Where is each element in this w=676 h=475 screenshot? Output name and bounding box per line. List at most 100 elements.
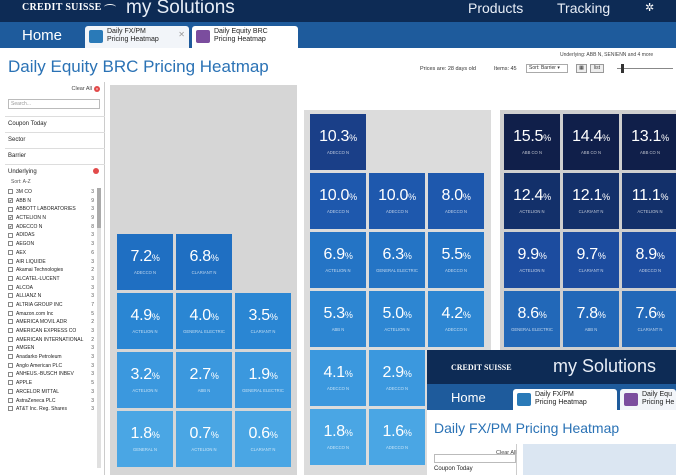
checkbox-icon[interactable] — [8, 336, 13, 342]
underlying-item[interactable]: ALCATEL-LUCENT 3 — [8, 275, 94, 284]
zoom-slider-track[interactable] — [617, 68, 673, 69]
checkbox-icon[interactable] — [8, 406, 13, 412]
underlying-item[interactable]: APPLE 5 — [8, 379, 94, 388]
underlying-item[interactable]: Amazon.com Inc 5 — [8, 310, 94, 319]
underlying-item[interactable]: AMGEN 3 — [8, 344, 94, 353]
clear-all-button[interactable]: Clear All x — [71, 86, 100, 92]
underlying-item[interactable]: AEGON 3 — [8, 240, 94, 249]
checkbox-icon[interactable] — [8, 293, 13, 299]
checkbox-icon[interactable] — [8, 345, 13, 351]
underlying-item[interactable]: AT&T Inc. Reg. Shares 3 — [8, 405, 94, 414]
heatmap-tile[interactable]: 8.6% GENERAL ELECTRIC — [504, 291, 560, 347]
checkbox-checked-icon[interactable]: ✔ — [8, 197, 13, 203]
underlying-item[interactable]: ALCOA 3 — [8, 284, 94, 293]
settings-gear-icon[interactable]: ✲ — [645, 2, 655, 14]
checkbox-checked-icon[interactable]: ✔ — [8, 223, 13, 229]
checkbox-icon[interactable] — [8, 319, 13, 325]
checkbox-icon[interactable] — [8, 388, 13, 394]
checkbox-icon[interactable] — [8, 206, 13, 212]
underlying-item[interactable]: AIR LIQUIDE 3 — [8, 258, 94, 267]
underlying-item[interactable]: ADIDAS 3 — [8, 231, 94, 240]
overlay-tab-equity[interactable]: Daily Equ Pricing He — [620, 389, 676, 410]
underlying-item[interactable]: AMERICAN EXPRESS CO 3 — [8, 327, 94, 336]
checkbox-icon[interactable] — [8, 232, 13, 238]
heatmap-tile[interactable]: 12.4% ACTELION N — [504, 173, 560, 229]
heatmap-tile[interactable]: 7.2% ADECCO N — [117, 234, 173, 290]
checkbox-icon[interactable] — [8, 241, 13, 247]
underlying-item[interactable]: AstraZeneca PLC 3 — [8, 397, 94, 406]
checkbox-icon[interactable] — [8, 267, 13, 273]
heatmap-tile[interactable]: 7.8% ABB N — [563, 291, 619, 347]
heatmap-tile[interactable]: 0.6% CLARIANT N — [235, 411, 291, 467]
heatmap-tile[interactable]: 0.7% ACTELION N — [176, 411, 232, 467]
heatmap-tile[interactable]: 5.0% ACTELION N — [369, 291, 425, 347]
heatmap-tile[interactable]: 10.3% ADECCO N — [310, 114, 366, 170]
underlying-item[interactable]: ARCELOR MITTAL 3 — [8, 388, 94, 397]
tab-equity-brc-heatmap[interactable]: Daily Equity BRC Pricing Heatmap — [192, 26, 298, 48]
checkbox-icon[interactable] — [8, 328, 13, 334]
heatmap-tile[interactable]: 3.2% ACTELION N — [117, 352, 173, 408]
heatmap-tile[interactable]: 10.0% ADECCO N — [310, 173, 366, 229]
checkbox-icon[interactable] — [8, 249, 13, 255]
list-scrollbar[interactable] — [97, 188, 101, 468]
underlying-item[interactable]: ALTRIA GROUP INC 7 — [8, 301, 94, 310]
checkbox-icon[interactable] — [8, 354, 13, 360]
heatmap-tile[interactable]: 5.5% ADECCO N — [428, 232, 484, 288]
underlying-item[interactable]: ALLIANZ N 3 — [8, 292, 94, 301]
heatmap-tile[interactable]: 1.9% GENERAL ELECTRIC — [235, 352, 291, 408]
close-icon[interactable] — [93, 168, 99, 174]
list-scrollbar-thumb[interactable] — [97, 188, 101, 228]
heatmap-tile[interactable]: 6.8% CLARIANT N — [176, 234, 232, 290]
overlay-search-input[interactable] — [434, 454, 516, 463]
checkbox-icon[interactable] — [8, 302, 13, 308]
nav-tracking[interactable]: Tracking — [557, 0, 611, 16]
heatmap-tile[interactable]: 12.1% CLARIANT N — [563, 173, 619, 229]
checkbox-icon[interactable] — [8, 310, 13, 316]
filter-sector[interactable]: Sector — [5, 132, 105, 146]
underlying-item[interactable]: ✔ ABB N 9 — [8, 197, 94, 206]
overlay-clear-all[interactable]: Clear All — [496, 450, 517, 456]
filter-underlying[interactable]: Underlying — [5, 164, 105, 178]
heatmap-tile[interactable]: 13.1% ABB CO N — [622, 114, 676, 170]
search-input[interactable]: Search... — [8, 99, 100, 109]
underlying-item[interactable]: ANHEUS.-BUSCH INBEV 3 — [8, 370, 94, 379]
heatmap-tile[interactable]: 8.9% ADECCO N — [622, 232, 676, 288]
checkbox-icon[interactable] — [8, 380, 13, 386]
overlay-home-link[interactable]: Home — [451, 390, 486, 405]
heatmap-tile[interactable]: 10.0% ADECCO N — [369, 173, 425, 229]
checkbox-checked-icon[interactable]: ✔ — [8, 215, 13, 221]
checkbox-icon[interactable] — [8, 276, 13, 282]
heatmap-tile[interactable]: 2.7% ABB N — [176, 352, 232, 408]
underlying-item[interactable]: AMERICA MOVIL ADR 2 — [8, 318, 94, 327]
heatmap-tile[interactable]: 1.8% GENERAL N — [117, 411, 173, 467]
overlay-tab-fx-pm[interactable]: Daily FX/PM Pricing Heatmap — [513, 389, 617, 410]
nav-products[interactable]: Products — [468, 0, 524, 16]
heatmap-tile[interactable]: 15.5% ABB CO N — [504, 114, 560, 170]
underlying-item[interactable]: Akamai Technologies 2 — [8, 266, 94, 275]
checkbox-icon[interactable] — [8, 189, 13, 195]
underlying-item[interactable]: Anadarko Petroleum 3 — [8, 353, 94, 362]
heatmap-tile[interactable]: 1.6% ADECCO N — [369, 409, 425, 465]
heatmap-tile[interactable]: 9.9% ACTELION N — [504, 232, 560, 288]
list-view-button[interactable]: list — [590, 64, 604, 73]
underlying-item[interactable]: 3M CO 3 — [8, 188, 94, 197]
home-link[interactable]: Home — [22, 27, 63, 44]
heatmap-tile[interactable]: 4.9% ACTELION N — [117, 293, 173, 349]
heatmap-tile[interactable]: 11.1% ACTELION N — [622, 173, 676, 229]
heatmap-tile[interactable]: 14.4% ABB CO N — [563, 114, 619, 170]
underlying-item[interactable]: Anglo American PLC 3 — [8, 362, 94, 371]
underlying-item[interactable]: ✔ ACTELION N 9 — [8, 214, 94, 223]
heatmap-tile[interactable]: 4.0% GENERAL ELECTRIC — [176, 293, 232, 349]
filter-barrier[interactable]: Barrier — [5, 148, 105, 162]
checkbox-icon[interactable] — [8, 258, 13, 264]
heatmap-tile[interactable]: 2.9% ADECCO N — [369, 350, 425, 406]
heatmap-tile[interactable]: 6.3% GENERAL ELECTRIC — [369, 232, 425, 288]
filter-coupon-today[interactable]: Coupon Today — [5, 116, 105, 130]
sort-a-z[interactable]: Sort: A-Z — [11, 179, 31, 185]
heatmap-tile[interactable]: 9.7% CLARIANT N — [563, 232, 619, 288]
heatmap-tile[interactable]: 7.6% CLARIANT N — [622, 291, 676, 347]
heatmap-tile[interactable]: 3.5% CLARIANT N — [235, 293, 291, 349]
checkbox-icon[interactable] — [8, 284, 13, 290]
underlying-item[interactable]: ✔ ADECCO N 8 — [8, 223, 94, 232]
zoom-slider-handle[interactable] — [621, 64, 624, 73]
